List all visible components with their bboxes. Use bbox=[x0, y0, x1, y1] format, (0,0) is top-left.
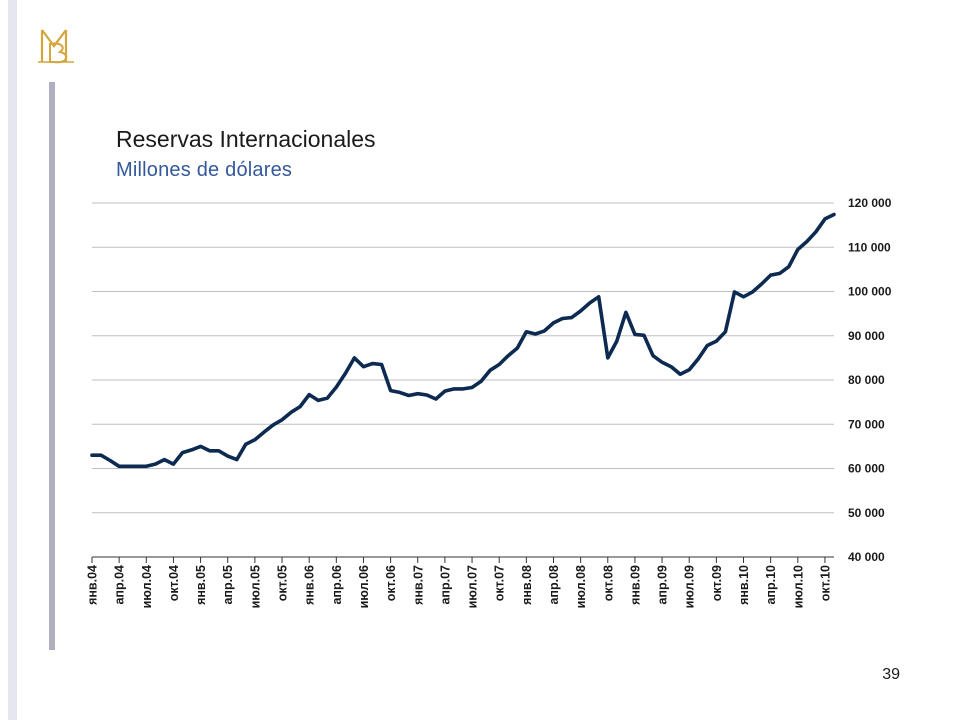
x-tick-label: окт.06 bbox=[384, 565, 398, 601]
x-tick-label: янв.08 bbox=[520, 565, 534, 605]
bank-logo bbox=[36, 24, 76, 68]
x-tick-label: янв.06 bbox=[303, 565, 317, 605]
x-tick-label: янв.09 bbox=[628, 565, 642, 605]
x-axis-tick-labels: янв.04 апр.04 июл.04 окт.04 янв.05 апр.05 июл.… bbox=[86, 565, 833, 608]
y-tick-label: 80 000 bbox=[848, 373, 885, 387]
x-tick-label: апр.06 bbox=[330, 565, 344, 605]
y-tick-label: 40 000 bbox=[848, 550, 885, 564]
x-tick-label: апр.04 bbox=[113, 565, 127, 605]
y-tick-label: 60 000 bbox=[848, 462, 885, 476]
x-tick-label: окт.04 bbox=[167, 565, 181, 601]
x-tick-label: апр.08 bbox=[547, 565, 561, 605]
x-tick-label: окт.09 bbox=[710, 565, 724, 601]
x-tick-label: апр.05 bbox=[221, 565, 235, 605]
gridlines bbox=[92, 202, 834, 514]
page-number: 39 bbox=[882, 666, 900, 683]
y-tick-label: 90 000 bbox=[848, 329, 885, 343]
vertical-accent-bar bbox=[49, 82, 55, 650]
x-tick-label: апр.07 bbox=[438, 565, 452, 605]
x-tick-label: июл.06 bbox=[357, 565, 371, 608]
y-tick-label: 70 000 bbox=[848, 417, 885, 431]
y-tick-label: 110 000 bbox=[848, 240, 891, 254]
y-axis-tick-labels: 40 000 50 000 60 000 70 000 80 000 90 000 100 … bbox=[848, 196, 892, 564]
chart-subtitle: Millones de dólares bbox=[116, 159, 293, 181]
x-tick-label: янв.04 bbox=[86, 565, 100, 605]
x-tick-label: июл.09 bbox=[683, 565, 697, 608]
y-tick-label: 100 000 bbox=[848, 285, 892, 299]
x-tick-label: янв.05 bbox=[194, 565, 208, 605]
x-tick-label: апр.10 bbox=[764, 565, 778, 605]
y-tick-label: 120 000 bbox=[848, 196, 892, 210]
x-axis bbox=[91, 556, 834, 563]
x-tick-label: окт.10 bbox=[818, 565, 832, 601]
left-decorative-band bbox=[8, 0, 17, 720]
x-tick-label: июл.10 bbox=[791, 565, 805, 608]
y-tick-label: 50 000 bbox=[848, 506, 885, 520]
x-tick-label: янв.10 bbox=[737, 565, 751, 605]
x-tick-label: июл.04 bbox=[140, 565, 154, 608]
chart-title: Reservas Internacionales bbox=[116, 126, 376, 152]
x-tick-label: июл.07 bbox=[466, 565, 480, 608]
x-tick-label: июл.05 bbox=[248, 565, 262, 608]
x-tick-label: окт.07 bbox=[493, 565, 507, 601]
x-tick-label: окт.05 bbox=[276, 565, 290, 601]
x-tick-label: июл.08 bbox=[574, 565, 588, 608]
x-tick-label: янв.07 bbox=[411, 565, 425, 605]
reserves-series-line bbox=[90, 212, 836, 469]
x-tick-label: окт.08 bbox=[601, 565, 615, 601]
series-layer bbox=[90, 212, 836, 469]
x-tick-label: апр.09 bbox=[656, 565, 670, 605]
